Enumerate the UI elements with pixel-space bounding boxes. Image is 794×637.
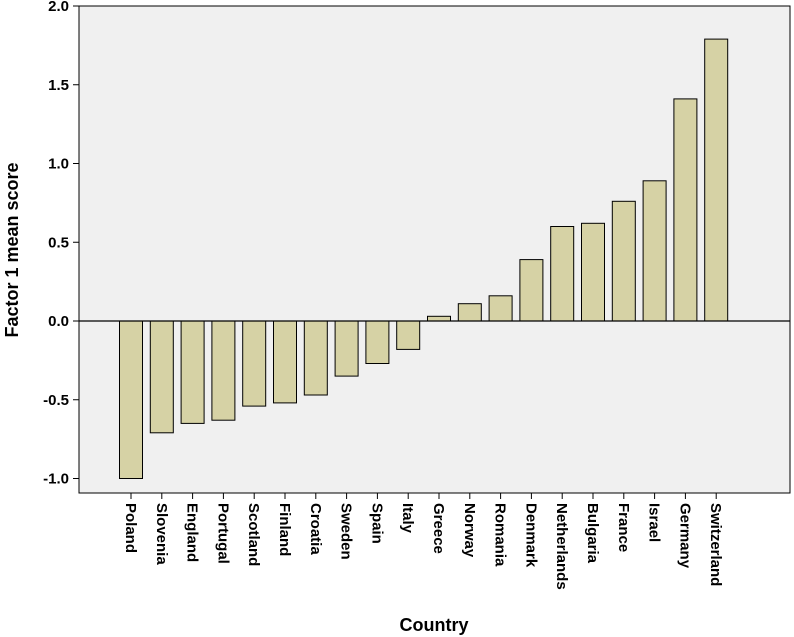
bar-romania xyxy=(488,295,513,322)
bar-denmark xyxy=(519,259,544,322)
y-tick-label: 1.5 xyxy=(48,77,69,94)
bar-norway xyxy=(457,303,482,322)
x-tick-label-germany: Germany xyxy=(676,503,693,569)
x-tick-label-denmark: Denmark xyxy=(522,503,539,568)
y-tick-label: -0.5 xyxy=(43,392,69,409)
x-axis: Poland Slovenia England Portugal Scotland Fin… xyxy=(122,493,724,590)
x-tick-label-norway: Norway xyxy=(461,503,478,558)
bar-italy xyxy=(396,320,421,350)
bar-france xyxy=(611,200,636,322)
x-tick-label-portugal: Portugal xyxy=(214,503,231,564)
x-tick-label-slovenia: Slovenia xyxy=(153,503,170,565)
bar-spain xyxy=(365,320,390,364)
bar-israel xyxy=(642,180,667,322)
bar-greece xyxy=(427,315,451,322)
y-axis-title: Factor 1 mean score xyxy=(2,162,22,337)
bars-group xyxy=(119,38,729,479)
x-axis-title: Country xyxy=(400,615,469,635)
x-tick-label-england: England xyxy=(184,503,201,562)
x-tick-label-bulgaria: Bulgaria xyxy=(584,503,601,564)
bar-switzerland xyxy=(704,38,729,322)
x-tick-label-netherlands: Netherlands xyxy=(553,503,570,590)
bar-germany xyxy=(673,98,698,322)
y-tick-label: -1.0 xyxy=(43,471,69,488)
y-tick-label: 0.5 xyxy=(48,234,69,251)
x-tick-label-spain: Spain xyxy=(368,503,385,544)
bar-finland xyxy=(273,320,297,404)
x-tick-label-greece: Greece xyxy=(430,503,447,554)
bar-poland xyxy=(119,320,143,479)
bar-croatia xyxy=(303,320,328,396)
x-tick-label-scotland: Scotland xyxy=(245,503,262,566)
y-axis: 2.0 1.5 1.0 0.5 0.0 -0.5 -1.0 xyxy=(43,0,79,488)
x-tick-label-france: France xyxy=(615,503,632,552)
bar-portugal xyxy=(211,320,236,421)
bar-england xyxy=(180,320,205,424)
x-tick-label-finland: Finland xyxy=(276,503,293,556)
x-tick-label-croatia: Croatia xyxy=(307,503,324,555)
x-tick-label-italy: Italy xyxy=(399,503,416,534)
x-tick-label-israel: Israel xyxy=(646,503,663,542)
bar-slovenia xyxy=(149,320,174,434)
bar-bulgaria xyxy=(581,222,605,322)
x-tick-label-romania: Romania xyxy=(492,503,509,567)
x-tick-label-poland: Poland xyxy=(122,503,139,553)
bar-scotland xyxy=(242,320,267,407)
y-tick-label: 0.0 xyxy=(48,313,69,330)
x-tick-label-switzerland: Switzerland xyxy=(707,503,724,586)
x-tick-label-sweden: Sweden xyxy=(338,503,355,560)
bar-netherlands xyxy=(550,226,575,322)
bar-sweden xyxy=(334,320,359,377)
y-tick-label: 1.0 xyxy=(48,156,69,173)
y-tick-label: 2.0 xyxy=(48,0,69,15)
